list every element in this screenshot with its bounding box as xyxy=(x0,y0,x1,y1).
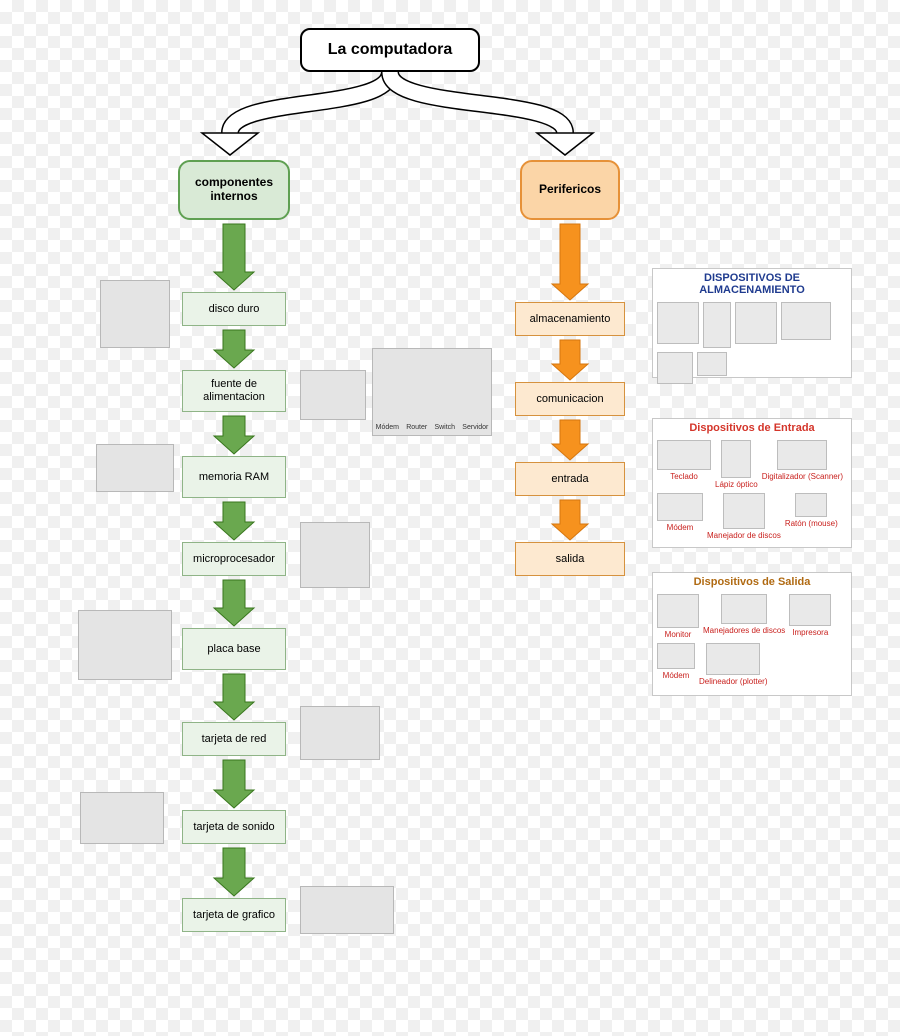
panel-tile-label: Delineador (plotter) xyxy=(699,677,767,686)
panel-tile-image xyxy=(721,594,767,624)
panel-tile-image xyxy=(795,493,827,517)
panel-tile-image xyxy=(789,594,831,626)
root-node: La computadora xyxy=(300,28,480,72)
input-panel-header: Dispositivos de Entrada xyxy=(653,419,851,436)
ram-photo xyxy=(96,444,174,492)
panel-tile-image xyxy=(657,493,703,521)
panel-tile xyxy=(781,302,831,340)
sound-card-photo xyxy=(80,792,164,844)
panel-tile-label: Manejadores de discos xyxy=(703,626,785,635)
network-device-label: Router xyxy=(406,424,427,431)
panel-tile-image xyxy=(735,302,777,344)
node-salida: salida xyxy=(515,542,625,576)
panel-tile xyxy=(703,302,731,348)
node-entrada: entrada xyxy=(515,462,625,496)
panel-tile-image xyxy=(723,493,765,529)
panel-tile: Impresora xyxy=(789,594,831,637)
panel-tile xyxy=(735,302,777,344)
node-tarjeta-red: tarjeta de red xyxy=(182,722,286,756)
panel-tile-label: Módem xyxy=(667,523,694,532)
panel-tile: Digitalizador (Scanner) xyxy=(762,440,843,481)
mobo-photo xyxy=(78,610,172,680)
diagram-stage: La computadora componentes internos Peri… xyxy=(0,0,900,1036)
panel-tile xyxy=(657,352,693,384)
network-device-label: Servidor xyxy=(462,424,488,431)
network-device-label: Módem xyxy=(376,424,399,431)
node-placa-base: placa base xyxy=(182,628,286,670)
panel-tile-label: Monitor xyxy=(665,630,692,639)
storage-panel-body xyxy=(653,298,851,388)
output-panel: Dispositivos de Salida Monitor Manejadores… xyxy=(652,572,852,696)
node-tarjeta-grafico: tarjeta de grafico xyxy=(182,898,286,932)
hdd-photo xyxy=(100,280,170,348)
panel-tile-label: Módem xyxy=(663,671,690,680)
panel-tile-image xyxy=(657,440,711,470)
psu-photo xyxy=(300,370,366,420)
panel-tile-image xyxy=(781,302,831,340)
panel-tile-label: Ratón (mouse) xyxy=(785,519,838,528)
storage-panel: DISPOSITIVOS DE ALMACENAMIENTO xyxy=(652,268,852,378)
panel-tile: Teclado xyxy=(657,440,711,481)
panel-tile xyxy=(697,352,727,376)
panel-tile-image xyxy=(706,643,760,675)
nic-photo xyxy=(300,706,380,760)
node-tarjeta-sonido: tarjeta de sonido xyxy=(182,810,286,844)
panel-tile: Ratón (mouse) xyxy=(785,493,838,528)
input-panel-body: Teclado Lápiz óptico Digitalizador (Scanne… xyxy=(653,436,851,544)
node-almacenamiento: almacenamiento xyxy=(515,302,625,336)
panel-tile-image xyxy=(657,302,699,344)
panel-tile-image xyxy=(697,352,727,376)
cpu-photo xyxy=(300,522,370,588)
output-panel-body: Monitor Manejadores de discos Impresora Mód… xyxy=(653,590,851,690)
panel-tile-image xyxy=(657,594,699,628)
panel-tile-image xyxy=(777,440,827,470)
panel-tile-label: Teclado xyxy=(670,472,698,481)
node-cpu: microprocesador xyxy=(182,542,286,576)
storage-panel-header: DISPOSITIVOS DE ALMACENAMIENTO xyxy=(653,269,851,298)
network-devices xyxy=(372,348,492,436)
gpu-photo xyxy=(300,886,394,934)
left-branch-header: componentes internos xyxy=(178,160,290,220)
panel-tile: Monitor xyxy=(657,594,699,639)
panel-tile-label: Manejador de discos xyxy=(707,531,781,540)
panel-tile: Lápiz óptico xyxy=(715,440,758,489)
node-disco-duro: disco duro xyxy=(182,292,286,326)
panel-tile: Módem xyxy=(657,643,695,680)
panel-tile: Módem xyxy=(657,493,703,532)
panel-tile xyxy=(657,302,699,344)
panel-tile-label: Lápiz óptico xyxy=(715,480,758,489)
panel-tile: Manejadores de discos xyxy=(703,594,785,635)
panel-tile-image xyxy=(721,440,751,478)
output-panel-header: Dispositivos de Salida xyxy=(653,573,851,590)
panel-tile-label: Digitalizador (Scanner) xyxy=(762,472,843,481)
panel-tile: Manejador de discos xyxy=(707,493,781,540)
panel-tile-image xyxy=(657,352,693,384)
panel-tile-label: Impresora xyxy=(792,628,828,637)
node-fuente: fuente de alimentacion xyxy=(182,370,286,412)
node-comunicacion: comunicacion xyxy=(515,382,625,416)
input-panel: Dispositivos de Entrada Teclado Lápiz ópti… xyxy=(652,418,852,548)
right-branch-header: Perifericos xyxy=(520,160,620,220)
panel-tile-image xyxy=(657,643,695,669)
panel-tile: Delineador (plotter) xyxy=(699,643,767,686)
node-ram: memoria RAM xyxy=(182,456,286,498)
network-devices-labels: Módem Router Switch Servidor xyxy=(372,424,492,431)
network-device-label: Switch xyxy=(434,424,455,431)
panel-tile-image xyxy=(703,302,731,348)
